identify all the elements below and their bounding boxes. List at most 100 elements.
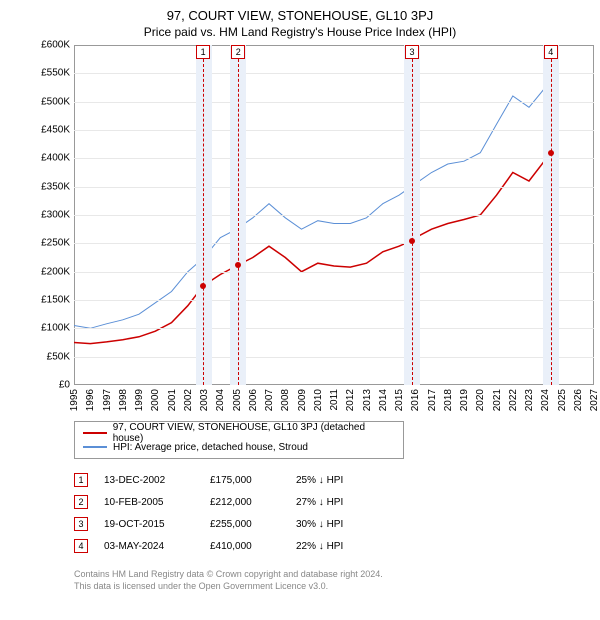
legend-item: 97, COURT VIEW, STONEHOUSE, GL10 3PJ (de…	[83, 426, 395, 440]
transaction-row: 3 19-OCT-2015 £255,000 30% ↓ HPI	[74, 513, 590, 535]
x-axis-label: 2018	[443, 389, 454, 411]
x-axis-label: 2016	[410, 389, 421, 411]
tx-diff: 30% ↓ HPI	[296, 519, 376, 530]
y-axis-label: £350K	[30, 181, 70, 192]
x-axis-label: 2002	[183, 389, 194, 411]
y-axis-label: £150K	[30, 295, 70, 306]
x-axis-label: 2014	[378, 389, 389, 411]
sale-dot	[235, 262, 241, 268]
transaction-row: 1 13-DEC-2002 £175,000 25% ↓ HPI	[74, 469, 590, 491]
y-axis-label: £400K	[30, 153, 70, 164]
grid-line	[74, 215, 594, 216]
grid-line	[74, 73, 594, 74]
grid-line	[74, 187, 594, 188]
x-axis-label: 2005	[232, 389, 243, 411]
chart-container: 97, COURT VIEW, STONEHOUSE, GL10 3PJ Pri…	[0, 0, 600, 620]
y-axis-label: £550K	[30, 68, 70, 79]
marker-line	[551, 59, 552, 385]
x-axis-label: 2010	[313, 389, 324, 411]
grid-line	[74, 357, 594, 358]
legend-swatch	[83, 432, 107, 434]
grid-line	[74, 243, 594, 244]
grid-line	[74, 102, 594, 103]
x-axis-label: 2024	[540, 389, 551, 411]
chart-subtitle: Price paid vs. HM Land Registry's House …	[10, 25, 590, 39]
marker-box: 2	[231, 45, 245, 59]
tx-price: £175,000	[210, 475, 280, 486]
x-axis-label: 1999	[134, 389, 145, 411]
y-axis-label: £600K	[30, 40, 70, 51]
sale-dot	[200, 283, 206, 289]
marker-line	[412, 59, 413, 385]
tx-diff: 22% ↓ HPI	[296, 541, 376, 552]
y-axis-label: £200K	[30, 266, 70, 277]
x-axis-label: 1998	[118, 389, 129, 411]
tx-marker: 1	[74, 473, 88, 487]
tx-date: 19-OCT-2015	[104, 519, 194, 530]
marker-box: 3	[405, 45, 419, 59]
x-axis-label: 2025	[557, 389, 568, 411]
x-axis-label: 2003	[199, 389, 210, 411]
legend: 97, COURT VIEW, STONEHOUSE, GL10 3PJ (de…	[74, 421, 404, 459]
tx-marker: 3	[74, 517, 88, 531]
x-axis-label: 2012	[345, 389, 356, 411]
x-axis-label: 2019	[459, 389, 470, 411]
y-axis-label: £300K	[30, 210, 70, 221]
tx-price: £410,000	[210, 541, 280, 552]
x-axis-label: 2017	[427, 389, 438, 411]
y-axis-label: £0	[30, 380, 70, 391]
grid-line	[74, 328, 594, 329]
x-axis-label: 2020	[475, 389, 486, 411]
tx-price: £255,000	[210, 519, 280, 530]
y-axis-label: £500K	[30, 96, 70, 107]
y-axis-label: £100K	[30, 323, 70, 334]
x-axis-label: 2009	[297, 389, 308, 411]
tx-price: £212,000	[210, 497, 280, 508]
marker-line	[238, 59, 239, 385]
x-axis-label: 1995	[69, 389, 80, 411]
x-axis-label: 2022	[508, 389, 519, 411]
transaction-row: 403-MAY-2024£410,00022% ↓ HPI	[74, 535, 590, 557]
transaction-row: 2 10-FEB-2005 £212,000 27% ↓ HPI	[74, 491, 590, 513]
x-axis-label: 2001	[167, 389, 178, 411]
sale-dot	[409, 238, 415, 244]
transaction-table: 1 13-DEC-2002 £175,000 25% ↓ HPI 2 10-FEB-200…	[74, 469, 590, 557]
x-axis-label: 1996	[85, 389, 96, 411]
marker-line	[203, 59, 204, 385]
marker-box: 4	[544, 45, 558, 59]
x-axis-label: 1997	[102, 389, 113, 411]
tx-marker: 2	[74, 495, 88, 509]
x-axis-label: 2004	[215, 389, 226, 411]
x-axis-label: 2006	[248, 389, 259, 411]
grid-line	[74, 130, 594, 131]
x-axis-label: 2011	[329, 389, 340, 411]
grid-line	[74, 272, 594, 273]
chart-area: £0£50K£100K£150K£200K£250K£300K£350K£400…	[34, 45, 594, 415]
y-axis-label: £250K	[30, 238, 70, 249]
grid-line	[74, 300, 594, 301]
x-axis-label: 2021	[492, 389, 503, 411]
grid-line	[74, 158, 594, 159]
x-axis-label: 2015	[394, 389, 405, 411]
x-axis-label: 2027	[589, 389, 600, 411]
x-axis-label: 2023	[524, 389, 535, 411]
tx-diff: 27% ↓ HPI	[296, 497, 376, 508]
tx-date: 13-DEC-2002	[104, 475, 194, 486]
legend-label: HPI: Average price, detached house, Stro…	[113, 442, 308, 453]
tx-diff: 25% ↓ HPI	[296, 475, 376, 486]
y-axis-label: £50K	[30, 351, 70, 362]
marker-box: 1	[196, 45, 210, 59]
y-axis-label: £450K	[30, 125, 70, 136]
sale-dot	[548, 150, 554, 156]
chart-title: 97, COURT VIEW, STONEHOUSE, GL10 3PJ	[10, 8, 590, 23]
x-axis-label: 2008	[280, 389, 291, 411]
legend-swatch	[83, 446, 107, 448]
footer-line: Contains HM Land Registry data © Crown c…	[74, 569, 590, 581]
x-axis-label: 2000	[150, 389, 161, 411]
x-axis-label: 2026	[573, 389, 584, 411]
footer-line: This data is licensed under the Open Gov…	[74, 581, 590, 593]
footer: Contains HM Land Registry data © Crown c…	[74, 569, 590, 592]
x-axis-label: 2013	[362, 389, 373, 411]
tx-marker: 4	[74, 539, 88, 553]
tx-date: 10-FEB-2005	[104, 497, 194, 508]
